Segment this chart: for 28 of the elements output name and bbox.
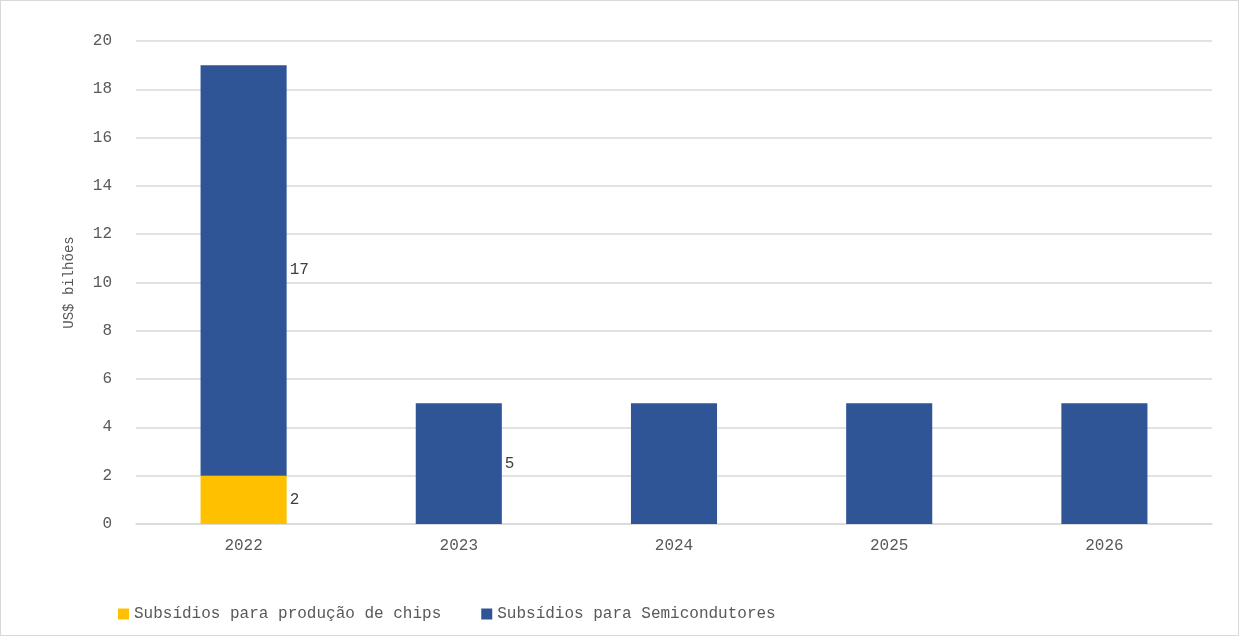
y-tick-label: 0: [102, 515, 112, 533]
y-tick-label: 14: [92, 176, 112, 195]
y-tick-label: 4: [102, 418, 112, 437]
bar: [1061, 403, 1148, 524]
data-label: 5: [504, 454, 515, 473]
y-tick-label: 6: [102, 370, 112, 389]
legend-label: Subsídios para produção de chips: [134, 605, 442, 623]
data-label: 17: [289, 261, 309, 280]
data-label: 2: [289, 490, 300, 509]
bar: [846, 403, 933, 524]
bar: [200, 65, 287, 476]
y-tick-label: 16: [92, 128, 112, 147]
y-tick-label: 2: [102, 466, 112, 485]
y-tick-label: 20: [92, 32, 112, 50]
bar: [630, 403, 718, 524]
x-tick-label: 2024: [654, 537, 694, 555]
y-tick-label: 12: [92, 225, 112, 244]
bar: [200, 475, 287, 524]
x-tick-label: 2023: [439, 537, 478, 555]
y-axis-title: US$ bilhões: [61, 236, 77, 329]
y-tick-label: 18: [92, 80, 112, 99]
x-tick-label: 2026: [1085, 537, 1124, 555]
x-tick-label: 2022: [224, 537, 263, 555]
legend-label: Subsídios para Semicondutores: [497, 605, 776, 623]
y-tick-label: 10: [92, 273, 112, 292]
x-tick-label: 2025: [870, 537, 909, 555]
y-tick-label: 8: [102, 321, 112, 340]
bar: [415, 403, 502, 524]
